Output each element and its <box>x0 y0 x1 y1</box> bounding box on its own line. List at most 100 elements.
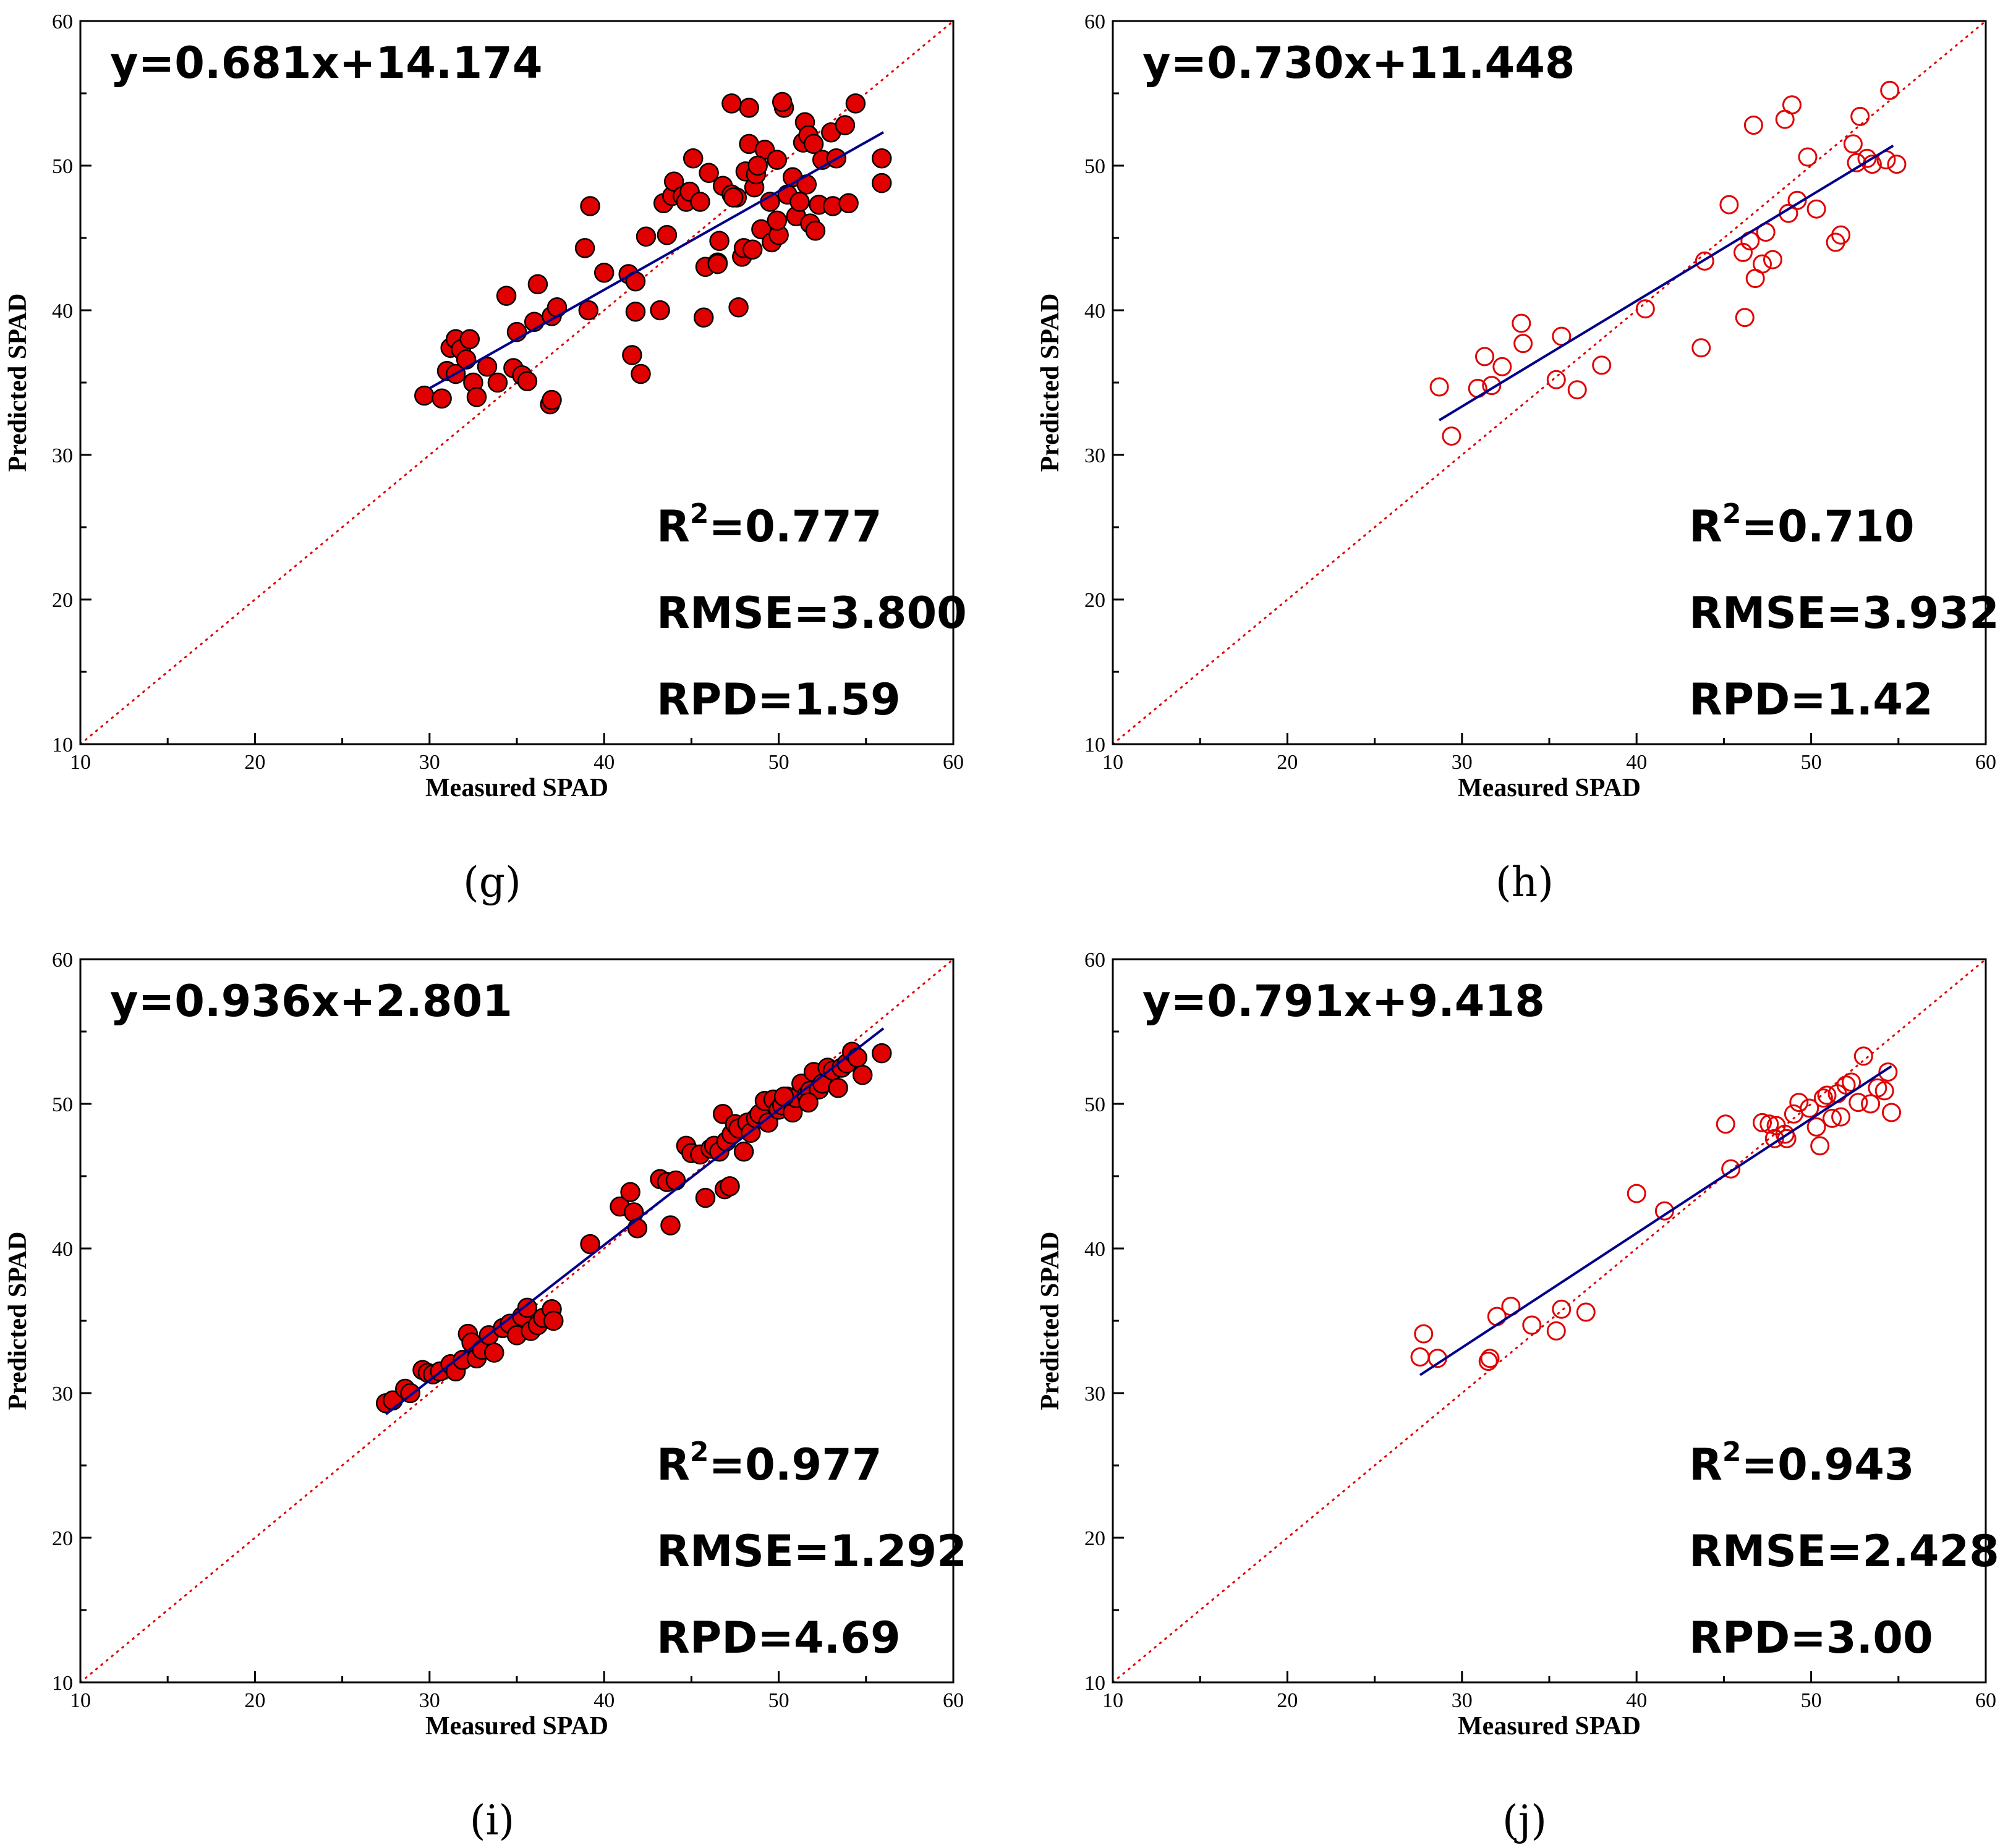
x-axis-title: Measured SPAD <box>1458 774 1641 802</box>
x-tick-label: 50 <box>1801 751 1822 774</box>
data-point <box>1763 250 1782 269</box>
data-point <box>517 1297 538 1318</box>
data-point <box>1878 1062 1898 1082</box>
data-point <box>852 1064 873 1085</box>
y-tick-label: 40 <box>1084 300 1105 323</box>
data-point <box>683 148 704 169</box>
data-point <box>723 187 744 208</box>
data-point <box>1874 1081 1894 1101</box>
regression-line <box>428 131 885 390</box>
chart-panel-j: 10 20 30 40 50 60 10 20 30 40 50 60 Measured SPAD Pre… <box>1036 949 1999 1844</box>
data-point <box>739 98 759 118</box>
rpd-label: RPD=1.42 <box>1689 674 1933 725</box>
x-tick-label: 20 <box>1277 1689 1298 1712</box>
data-point <box>1831 1107 1851 1127</box>
regression-equation: y=0.936x+2.801 <box>110 976 513 1027</box>
data-point <box>487 372 508 393</box>
data-point <box>542 389 562 410</box>
data-point <box>1743 116 1763 135</box>
data-point <box>803 134 824 155</box>
data-point <box>798 1092 819 1113</box>
rmse-label: RMSE=1.292 <box>657 1526 967 1577</box>
data-point <box>805 221 826 241</box>
data-point <box>838 193 859 214</box>
data-point <box>1482 376 1502 396</box>
data-point <box>835 115 856 135</box>
data-point <box>1848 1093 1868 1113</box>
data-point <box>574 238 595 258</box>
data-point <box>1887 155 1907 174</box>
data-point <box>1492 357 1512 376</box>
scatter-points <box>375 1041 892 1414</box>
data-point <box>1546 370 1566 389</box>
data-point <box>1567 380 1587 400</box>
y-tick-label: 60 <box>1084 11 1105 33</box>
data-point <box>1513 334 1533 354</box>
data-point <box>1734 242 1753 262</box>
data-point <box>432 388 452 409</box>
data-point <box>847 1047 867 1068</box>
y-axis-title: Predicted SPAD <box>1036 294 1065 472</box>
data-point <box>1857 148 1877 168</box>
data-point <box>1478 1352 1498 1371</box>
data-point <box>657 225 678 245</box>
x-tick-label: 40 <box>593 1689 615 1712</box>
x-tick-label: 40 <box>593 751 615 774</box>
panel-label: (i) <box>470 1797 515 1844</box>
y-tick-label: 50 <box>52 155 73 178</box>
y-tick-label: 20 <box>52 589 73 612</box>
y-tick-label: 20 <box>1084 1527 1105 1550</box>
data-point <box>773 1087 794 1107</box>
x-tick-label: 20 <box>244 751 265 774</box>
data-point <box>1810 1136 1830 1156</box>
data-point <box>695 1187 716 1208</box>
identity-line <box>1112 20 1987 745</box>
regression-line <box>1419 1065 1892 1376</box>
y-axis-title: Predicted SPAD <box>4 1232 32 1410</box>
x-tick-label: 20 <box>1277 751 1298 774</box>
x-tick-label: 30 <box>1452 1689 1473 1712</box>
data-point <box>1576 1302 1596 1322</box>
data-point <box>758 1113 778 1133</box>
data-point <box>593 262 615 283</box>
data-point <box>627 1218 648 1239</box>
data-point <box>1806 199 1826 219</box>
x-tick-label: 30 <box>419 1689 440 1712</box>
data-point <box>1853 1046 1873 1066</box>
x-axis-title: Measured SPAD <box>1458 1712 1641 1740</box>
y-tick-label: 10 <box>1084 734 1105 757</box>
y-tick-label: 30 <box>52 1383 73 1405</box>
data-point <box>1753 1113 1772 1132</box>
data-point <box>1635 299 1655 319</box>
rmse-label: RMSE=2.428 <box>1689 1526 1999 1577</box>
data-point <box>477 357 498 377</box>
y-tick-label: 40 <box>52 1238 73 1261</box>
data-point <box>1842 1072 1861 1092</box>
data-point <box>742 239 763 260</box>
data-point <box>650 300 670 321</box>
data-point <box>665 1170 686 1191</box>
panel-label: (j) <box>1502 1797 1547 1844</box>
data-point <box>636 226 657 247</box>
data-point <box>1806 1117 1826 1137</box>
data-point <box>580 1234 600 1255</box>
x-tick-label: 60 <box>943 751 964 774</box>
x-tick-label: 10 <box>70 1689 91 1712</box>
y-tick-label: 10 <box>52 734 73 757</box>
x-tick-label: 30 <box>419 751 440 774</box>
data-point <box>1861 1094 1881 1114</box>
x-tick-label: 20 <box>244 1689 265 1712</box>
data-point <box>1880 80 1900 100</box>
data-point <box>620 1182 640 1202</box>
x-tick-label: 40 <box>1626 751 1647 774</box>
data-point <box>871 1043 892 1064</box>
y-tick-label: 30 <box>1084 444 1105 467</box>
data-point <box>1798 147 1818 167</box>
data-point <box>845 93 866 114</box>
data-point <box>772 91 793 112</box>
data-point <box>789 192 810 212</box>
data-point <box>1787 190 1807 210</box>
y-tick-label: 60 <box>52 949 73 972</box>
data-point <box>1442 426 1461 446</box>
data-point <box>660 1215 681 1236</box>
